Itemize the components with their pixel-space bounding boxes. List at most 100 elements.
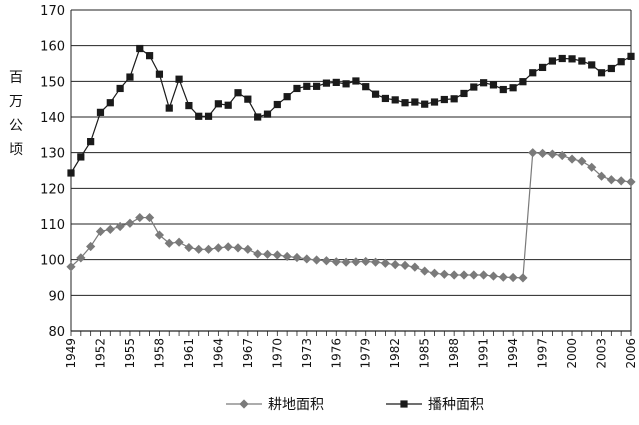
x-tick-label: 2006 xyxy=(624,338,638,369)
data-point xyxy=(95,226,106,237)
series-sown-area xyxy=(67,44,635,177)
data-point xyxy=(440,95,448,104)
data-point xyxy=(449,270,459,280)
x-tick-label: 2000 xyxy=(565,338,579,369)
data-point xyxy=(164,238,174,248)
data-point xyxy=(469,270,479,280)
data-point xyxy=(588,61,596,69)
x-tick-label: 1952 xyxy=(93,338,107,369)
data-point xyxy=(96,108,105,116)
data-point xyxy=(489,81,498,89)
data-point xyxy=(361,256,371,267)
data-point xyxy=(204,112,213,120)
data-point xyxy=(331,257,341,267)
y-tick-label: 150 xyxy=(40,75,65,90)
data-point xyxy=(616,176,626,186)
data-point xyxy=(617,58,625,66)
data-point xyxy=(224,101,232,109)
data-point xyxy=(66,262,76,272)
data-point xyxy=(538,63,547,72)
x-tick-label: 1985 xyxy=(418,338,432,369)
data-point xyxy=(185,101,193,110)
data-point xyxy=(234,89,242,97)
x-tick-label: 2003 xyxy=(595,338,609,369)
data-point xyxy=(263,110,272,118)
y-tick-label: 110 xyxy=(40,218,65,233)
data-point xyxy=(214,100,222,108)
data-point xyxy=(244,95,252,103)
data-point xyxy=(460,89,468,98)
x-tick-label: 1994 xyxy=(506,338,520,369)
data-point xyxy=(410,262,420,272)
data-point xyxy=(262,249,273,259)
legend-marker xyxy=(239,399,249,409)
data-point xyxy=(321,256,332,266)
data-point xyxy=(165,104,173,112)
data-point xyxy=(282,251,292,262)
x-tick-label: 1979 xyxy=(359,338,373,369)
data-point xyxy=(401,99,409,107)
gridlines xyxy=(71,9,631,332)
data-point xyxy=(135,212,145,223)
x-tick-label: 1949 xyxy=(64,338,78,369)
y-tick-label: 140 xyxy=(40,111,65,126)
data-point xyxy=(587,162,597,172)
data-point xyxy=(126,73,134,81)
data-point xyxy=(223,242,233,252)
data-point xyxy=(548,57,557,65)
x-tick-label: 1976 xyxy=(329,338,343,369)
x-tick-label: 1967 xyxy=(241,338,255,369)
axes: 80 90 100 110 120 130 140 150 160 170 1949 1952 1955… xyxy=(9,4,638,369)
data-point xyxy=(332,78,340,87)
data-point xyxy=(312,255,322,265)
data-point xyxy=(105,224,115,234)
data-point xyxy=(233,243,243,253)
data-point xyxy=(67,169,75,177)
y-tick-label: 90 xyxy=(48,289,65,304)
data-point xyxy=(547,149,558,159)
data-point xyxy=(508,272,518,283)
data-point xyxy=(292,252,302,263)
y-tick-label: 160 xyxy=(40,40,65,55)
data-point xyxy=(529,69,537,77)
data-point xyxy=(519,78,527,86)
data-point xyxy=(243,244,253,254)
data-point xyxy=(194,244,204,254)
legend-label: 播种面积 xyxy=(428,397,484,413)
data-point xyxy=(76,253,86,263)
data-point xyxy=(254,113,262,121)
data-point xyxy=(459,270,469,280)
data-point xyxy=(380,258,390,268)
data-point xyxy=(498,272,508,282)
data-point xyxy=(429,268,440,278)
data-point xyxy=(352,77,360,85)
legend: 耕地面积 播种面积 xyxy=(226,396,484,413)
data-point xyxy=(400,260,410,270)
data-point xyxy=(283,93,291,101)
data-point xyxy=(253,249,263,259)
data-point xyxy=(125,218,135,228)
data-point xyxy=(606,175,616,185)
data-point xyxy=(341,257,351,267)
data-point xyxy=(421,100,429,108)
data-point xyxy=(370,257,381,267)
data-point xyxy=(115,221,125,232)
series-line xyxy=(70,152,632,279)
y-tick-label: 100 xyxy=(40,254,65,269)
data-point xyxy=(154,230,165,240)
y-tick-label: 170 xyxy=(40,4,65,19)
data-point xyxy=(106,99,114,107)
data-point xyxy=(116,84,124,93)
legend-marker xyxy=(400,400,408,408)
data-point xyxy=(518,273,528,283)
data-point xyxy=(174,237,184,247)
data-point xyxy=(77,153,85,161)
data-point xyxy=(568,55,576,63)
data-point xyxy=(528,148,538,158)
data-point xyxy=(578,57,586,65)
x-tick-label: 1982 xyxy=(388,338,402,369)
data-point xyxy=(499,85,507,94)
data-point xyxy=(439,269,449,279)
